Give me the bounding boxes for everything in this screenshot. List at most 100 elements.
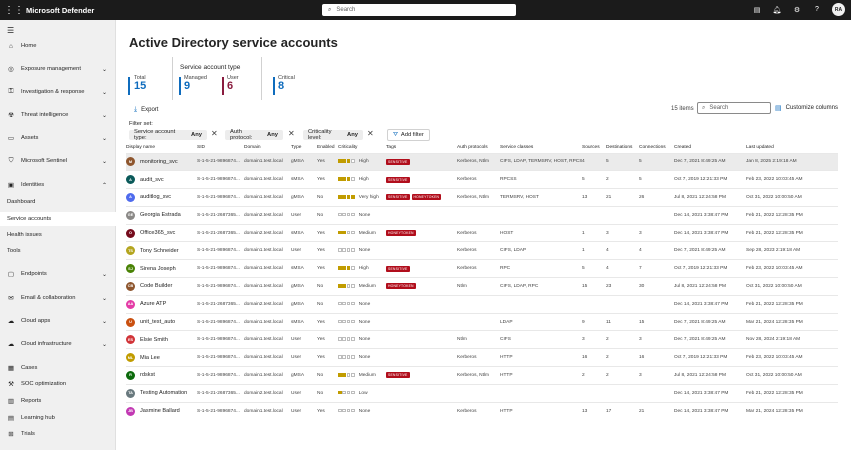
- filter-chip-auth-protocol[interactable]: Auth protocol: Any: [225, 129, 283, 141]
- table-row[interactable]: SJ Sirena Joseph S-1-5-21-9896874... domain…: [126, 259, 838, 278]
- account-name[interactable]: Code Builder: [140, 283, 173, 290]
- table-row[interactable]: ES Elsie Smith S-1-5-21-9896874... domain1.…: [126, 330, 838, 349]
- display-name-cell[interactable]: TS Tony Schneider: [126, 241, 197, 260]
- account-name[interactable]: Mia Lee: [140, 354, 160, 361]
- column-header[interactable]: Enabled: [317, 145, 335, 151]
- app-launcher-icon[interactable]: ⋮⋮⋮: [0, 4, 24, 16]
- nav-assets[interactable]: ▭ Assets ⌄: [0, 132, 116, 144]
- notifications-bell-icon[interactable]: 🔔︎: [772, 6, 782, 14]
- global-search-input[interactable]: ⌕ Search: [322, 4, 516, 16]
- table-search-input[interactable]: ⌕ Search: [697, 102, 771, 114]
- nav-learning-hub[interactable]: ▤ Learning hub: [0, 412, 116, 424]
- account-name[interactable]: Jasmine Ballard: [140, 408, 180, 415]
- display-name-cell[interactable]: AA Azure ATP: [126, 294, 197, 314]
- nav-microsoft-sentinel[interactable]: ⛉ Microsoft Sentinel ⌄: [0, 155, 116, 167]
- nav-cases[interactable]: ▦ Cases: [0, 362, 116, 374]
- nav-exposure-management[interactable]: ◎ Exposure management ⌄: [0, 63, 116, 75]
- nav-home[interactable]: ⌂ Home: [0, 40, 116, 52]
- display-name-cell[interactable]: GE Georgia Estrada: [126, 205, 197, 225]
- column-header[interactable]: Type: [291, 145, 302, 151]
- display-name-cell[interactable]: ML Mia Lee: [126, 348, 197, 367]
- column-header[interactable]: Display name: [126, 145, 156, 151]
- table-row[interactable]: O Office365_svc S-1-5-21-2687365... domain2…: [126, 223, 838, 242]
- nav-cloud-infrastructure[interactable]: ☁ Cloud infrastructure ⌄: [0, 338, 116, 350]
- column-header[interactable]: Sources: [582, 145, 600, 151]
- hamburger-menu-icon[interactable]: ☰: [7, 26, 15, 35]
- table-row[interactable]: CB Code Builder S-1-5-21-9896874... domain1…: [126, 277, 838, 296]
- nav-trials[interactable]: ⊞ Trials: [0, 428, 116, 440]
- account-name[interactable]: audit_svc: [140, 176, 164, 183]
- filter-chip-criticality-level[interactable]: Criticality level: Any: [303, 129, 363, 141]
- column-header[interactable]: Domain: [244, 145, 261, 151]
- nav-reports[interactable]: ▥ Reports: [0, 395, 116, 407]
- account-name[interactable]: auditlog_svc: [140, 194, 172, 201]
- nav-sub-health-issues[interactable]: Health issues: [7, 232, 42, 238]
- column-header[interactable]: Auth protocols: [457, 145, 488, 151]
- account-name[interactable]: Azure ATP: [140, 301, 167, 308]
- nav-identities[interactable]: ▣ Identities ⌃: [0, 179, 116, 191]
- nav-endpoints[interactable]: ▢ Endpoints ⌄: [0, 268, 116, 280]
- nav-sub-tools[interactable]: Tools: [7, 248, 21, 254]
- nav-sub-service-accounts[interactable]: Service accounts: [7, 216, 52, 222]
- settings-gear-icon[interactable]: ⚙: [793, 6, 801, 14]
- criticality-square: [342, 194, 346, 199]
- add-filter-button[interactable]: ⛛ Add filter: [387, 129, 430, 141]
- column-header[interactable]: Connections: [639, 145, 666, 151]
- display-name-cell[interactable]: SJ Sirena Joseph: [126, 259, 197, 278]
- column-header[interactable]: Criticality: [338, 145, 358, 151]
- table-row[interactable]: GE Georgia Estrada S-1-5-21-2687365... doma…: [126, 205, 838, 225]
- display-name-cell[interactable]: JB Jasmine Ballard: [126, 401, 197, 420]
- customize-columns-button[interactable]: ▤ Customize columns: [775, 104, 838, 112]
- nav-cloud-apps[interactable]: ☁ Cloud apps ⌄: [0, 315, 116, 327]
- user-avatar[interactable]: RA: [832, 3, 845, 16]
- account-name[interactable]: unit_test_auto: [140, 319, 176, 326]
- export-button[interactable]: ⤓ Export: [134, 106, 158, 114]
- table-row[interactable]: ML Mia Lee S-1-5-21-9896874... domain1.test…: [126, 348, 838, 367]
- nav-email-collaboration[interactable]: ✉ Email & collaboration ⌄: [0, 292, 116, 304]
- account-name[interactable]: Elsie Smith: [140, 336, 168, 343]
- display-name-cell[interactable]: TA Testing Automation: [126, 383, 197, 403]
- nav-investigation[interactable]: ⚿ Investigation & response ⌄: [0, 86, 116, 98]
- nav-sub-dashboard[interactable]: Dashboard: [7, 199, 36, 205]
- account-name[interactable]: rdskst: [140, 372, 155, 379]
- column-header[interactable]: Tags: [386, 145, 397, 151]
- nav-soc-optimization[interactable]: ⚒ SOC optimization: [0, 378, 116, 390]
- remove-filter-icon[interactable]: ✕: [288, 129, 295, 138]
- account-name[interactable]: Testing Automation: [140, 390, 188, 397]
- account-name[interactable]: Sirena Joseph: [140, 265, 176, 272]
- display-name-cell[interactable]: ES Elsie Smith: [126, 330, 197, 349]
- column-header[interactable]: Created: [674, 145, 692, 151]
- filter-chip-service-account-type[interactable]: Service account type: Any: [129, 129, 207, 141]
- display-name-cell[interactable]: CB Code Builder: [126, 277, 197, 296]
- help-icon[interactable]: ?: [815, 6, 819, 13]
- account-name[interactable]: monitoring_svc: [140, 158, 178, 165]
- table-row[interactable]: AA Azure ATP S-1-5-21-2687365... domain2.te…: [126, 294, 838, 314]
- account-name[interactable]: Georgia Estrada: [140, 212, 181, 219]
- copilot-icon[interactable]: ▤: [753, 6, 761, 14]
- column-header[interactable]: SID: [197, 145, 205, 151]
- remove-filter-icon[interactable]: ✕: [211, 129, 218, 138]
- table-row[interactable]: TA Testing Automation S-1-5-21-2687365... d…: [126, 383, 838, 403]
- column-header[interactable]: Last updated: [746, 145, 774, 151]
- account-name[interactable]: Office365_svc: [140, 230, 176, 237]
- table-row[interactable]: TS Tony Schneider S-1-5-21-9896874... domai…: [126, 241, 838, 260]
- table-header-row: Display name SID Domain Type Enabled Critical…: [126, 143, 838, 153]
- table-row[interactable]: JB Jasmine Ballard S-1-5-21-9896874... doma…: [126, 401, 838, 420]
- display-name-cell[interactable]: O Office365_svc: [126, 223, 197, 242]
- remove-filter-icon[interactable]: ✕: [367, 129, 374, 138]
- column-header[interactable]: Service classes: [500, 145, 534, 151]
- nav-threat-intelligence[interactable]: ☢ Threat intelligence ⌄: [0, 109, 116, 121]
- app-name[interactable]: Microsoft Defender: [26, 5, 95, 15]
- account-name[interactable]: Tony Schneider: [140, 247, 179, 254]
- column-header[interactable]: Destinations: [606, 145, 633, 151]
